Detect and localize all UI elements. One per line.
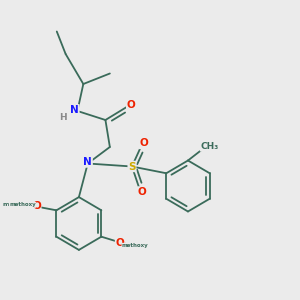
Text: methoxy: methoxy <box>122 243 148 248</box>
Text: methoxy: methoxy <box>9 202 36 207</box>
Text: methoxy: methoxy <box>3 202 34 207</box>
Text: N: N <box>70 105 79 115</box>
Text: H: H <box>59 113 67 122</box>
Text: O: O <box>138 187 147 197</box>
Text: CH₃: CH₃ <box>200 142 219 151</box>
Text: O: O <box>127 100 136 110</box>
Text: O: O <box>140 138 148 148</box>
Text: N: N <box>83 157 92 167</box>
Text: S: S <box>128 161 136 172</box>
Text: O: O <box>32 201 41 211</box>
Text: O: O <box>116 238 124 248</box>
